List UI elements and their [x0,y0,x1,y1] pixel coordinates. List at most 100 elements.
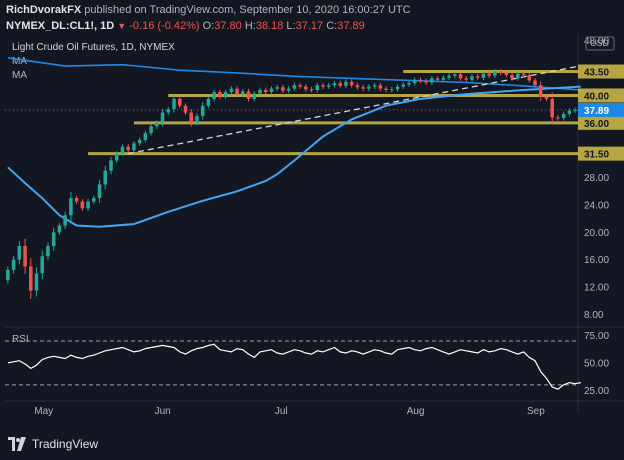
candle[interactable] [263,87,268,95]
candle[interactable] [504,70,509,78]
level-price-tag[interactable] [578,64,624,79]
candle[interactable] [292,82,297,92]
candle[interactable] [241,88,245,97]
rsi-label[interactable]: RSI [12,334,29,345]
candle[interactable] [74,195,79,204]
candle[interactable] [521,71,526,78]
candle[interactable] [550,92,554,124]
indicator-label[interactable]: MA [12,70,27,81]
candle[interactable] [212,89,216,102]
publisher-name[interactable]: RichDvorakFX [6,4,82,16]
candle[interactable] [258,87,262,96]
currency-box[interactable] [585,36,615,51]
candle[interactable] [475,73,480,81]
candle[interactable] [458,71,463,81]
candle[interactable] [206,96,211,109]
candle[interactable] [103,165,108,190]
candle[interactable] [63,211,67,230]
candle[interactable] [114,151,119,163]
candle[interactable] [17,241,22,265]
candle[interactable] [160,108,165,127]
candle[interactable] [424,78,428,85]
candle[interactable] [46,242,50,260]
candle[interactable] [418,77,423,84]
candle[interactable] [338,80,342,89]
candle[interactable] [538,81,543,101]
candle[interactable] [6,266,10,284]
candle[interactable] [269,86,274,95]
candle[interactable] [561,111,566,121]
level-price-tag[interactable] [578,146,624,161]
candle[interactable] [464,75,469,83]
candle[interactable] [355,82,360,90]
candle[interactable] [143,130,148,143]
candle[interactable] [378,82,383,92]
candle[interactable] [40,250,45,280]
level-price-tag[interactable] [578,88,624,103]
tradingview-brand[interactable]: TradingView [32,437,99,451]
candle[interactable] [573,107,577,113]
last-price-tag[interactable] [578,102,624,117]
candle[interactable] [195,113,199,126]
candle[interactable] [126,144,130,153]
candle[interactable] [183,103,188,115]
candle[interactable] [344,79,348,89]
candle[interactable] [556,114,560,121]
candle[interactable] [235,86,239,97]
candle[interactable] [487,71,491,79]
candle[interactable] [395,84,400,92]
candle[interactable] [361,84,365,92]
moving-average-line[interactable] [7,57,581,91]
candle[interactable] [132,140,136,153]
candle[interactable] [34,267,39,297]
candle[interactable] [309,86,314,93]
candle[interactable] [304,84,308,92]
candle[interactable] [172,95,176,113]
candle[interactable] [384,86,388,93]
candle[interactable] [401,82,406,89]
candle[interactable] [321,82,325,89]
candle[interactable] [57,223,62,235]
candle[interactable] [80,199,85,211]
candle[interactable] [177,96,182,109]
candle[interactable] [326,82,331,89]
candle[interactable] [189,108,194,127]
rsi-line[interactable] [7,343,582,390]
moving-average-line[interactable] [7,85,581,228]
candle[interactable] [498,69,503,76]
candle[interactable] [481,71,486,81]
candle[interactable] [510,72,514,81]
candle[interactable] [97,179,102,203]
candle[interactable] [407,80,411,87]
candle[interactable] [109,156,113,175]
candle[interactable] [430,75,434,85]
candle[interactable] [229,86,234,95]
candle[interactable] [69,192,73,222]
candle[interactable] [137,137,142,146]
candle[interactable] [349,79,354,88]
level-price-tag[interactable] [578,115,624,130]
candle[interactable] [155,120,159,129]
candle[interactable] [315,82,320,93]
candle[interactable] [447,73,451,81]
candle[interactable] [533,78,537,88]
candle[interactable] [11,256,16,274]
indicator-label[interactable]: MA [12,56,27,67]
candle[interactable] [567,108,572,117]
candle[interactable] [367,84,371,92]
candle[interactable] [223,89,228,100]
candle[interactable] [453,71,457,79]
candle[interactable] [29,258,33,299]
currency-label[interactable]: USD [590,38,610,48]
candle[interactable] [544,94,549,102]
candle[interactable] [246,88,251,102]
candle[interactable] [527,72,532,83]
candle[interactable] [281,84,285,94]
candle[interactable] [200,102,205,120]
candle[interactable] [166,106,171,115]
candle[interactable] [372,82,377,89]
candle[interactable] [441,75,446,83]
candle[interactable] [86,199,90,211]
candle[interactable] [92,195,96,204]
candle[interactable] [493,69,497,79]
